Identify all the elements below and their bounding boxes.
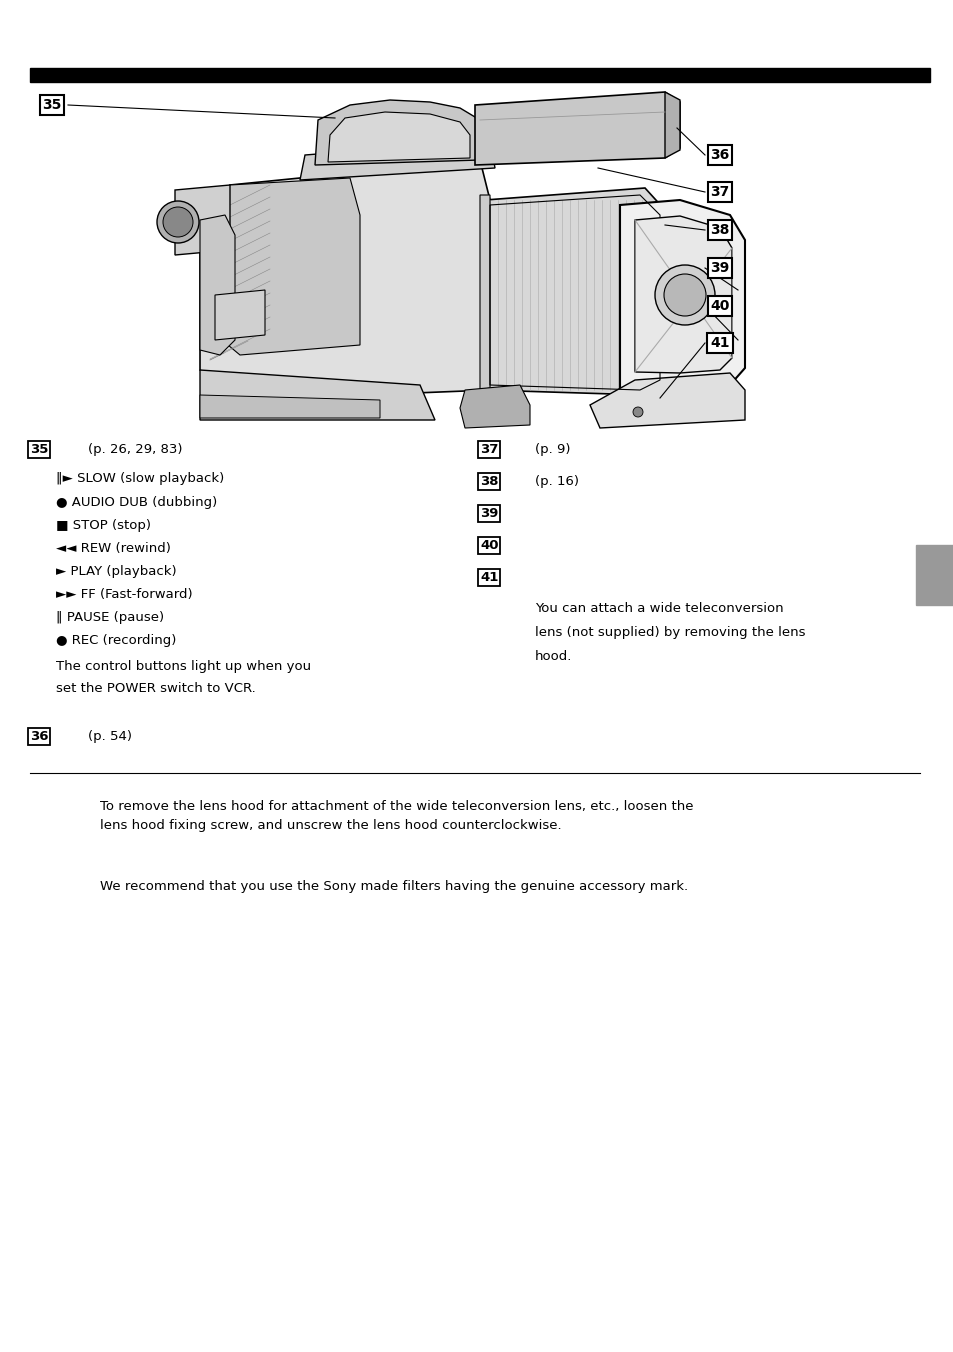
Polygon shape [174,185,230,256]
Text: (p. 26, 29, 83): (p. 26, 29, 83) [88,443,182,456]
Bar [30,68,929,82]
Polygon shape [200,215,234,356]
Ellipse shape [655,265,714,324]
Polygon shape [200,160,490,400]
Polygon shape [664,92,679,158]
Bar [915,545,953,604]
Text: ● AUDIO DUB (dubbing): ● AUDIO DUB (dubbing) [56,496,217,508]
Ellipse shape [663,274,705,316]
Polygon shape [328,112,470,162]
Polygon shape [299,141,495,180]
Text: lens (not supplied) by removing the lens: lens (not supplied) by removing the lens [535,626,804,639]
Text: (p. 9): (p. 9) [535,443,570,456]
Text: ►► FF (Fast-forward): ►► FF (Fast-forward) [56,588,193,602]
Text: 35: 35 [30,443,49,456]
Ellipse shape [157,201,199,243]
Text: ‖ PAUSE (pause): ‖ PAUSE (pause) [56,611,164,625]
Polygon shape [459,385,530,429]
Text: (p. 16): (p. 16) [535,475,578,488]
Polygon shape [475,92,679,165]
Text: 41: 41 [479,571,497,584]
Text: To remove the lens hood for attachment of the wide teleconversion lens, etc., lo: To remove the lens hood for attachment o… [100,800,693,831]
Polygon shape [200,370,435,420]
Text: 38: 38 [479,475,498,488]
Polygon shape [210,178,359,356]
Text: 37: 37 [479,443,497,456]
Text: (p. 54): (p. 54) [88,730,132,744]
Ellipse shape [163,207,193,237]
Polygon shape [314,100,479,165]
Text: 38: 38 [710,223,729,237]
Text: ‖► SLOW (slow playback): ‖► SLOW (slow playback) [56,472,224,485]
Text: 36: 36 [710,147,729,162]
Polygon shape [619,200,744,388]
Text: We recommend that you use the Sony made filters having the genuine accessory mar: We recommend that you use the Sony made … [100,880,687,894]
Text: hood.: hood. [535,650,572,662]
Polygon shape [479,195,490,389]
Ellipse shape [633,407,642,416]
Text: 35: 35 [42,97,62,112]
Polygon shape [589,373,744,429]
Text: 37: 37 [710,185,729,199]
Polygon shape [214,289,265,339]
Text: ◄◄ REW (rewind): ◄◄ REW (rewind) [56,542,171,556]
Polygon shape [200,395,379,418]
Polygon shape [635,216,731,373]
Text: 40: 40 [479,539,498,552]
Text: The control buttons light up when you: The control buttons light up when you [56,660,311,673]
Text: 40: 40 [710,299,729,314]
Text: ● REC (recording): ● REC (recording) [56,634,176,648]
Text: You can attach a wide teleconversion: You can attach a wide teleconversion [535,602,782,615]
Text: 41: 41 [709,337,729,350]
Polygon shape [484,188,664,395]
Text: ■ STOP (stop): ■ STOP (stop) [56,519,151,531]
Text: 39: 39 [479,507,497,521]
Text: 39: 39 [710,261,729,274]
Text: set the POWER switch to VCR.: set the POWER switch to VCR. [56,681,255,695]
Text: 36: 36 [30,730,49,744]
Text: ► PLAY (playback): ► PLAY (playback) [56,565,176,579]
